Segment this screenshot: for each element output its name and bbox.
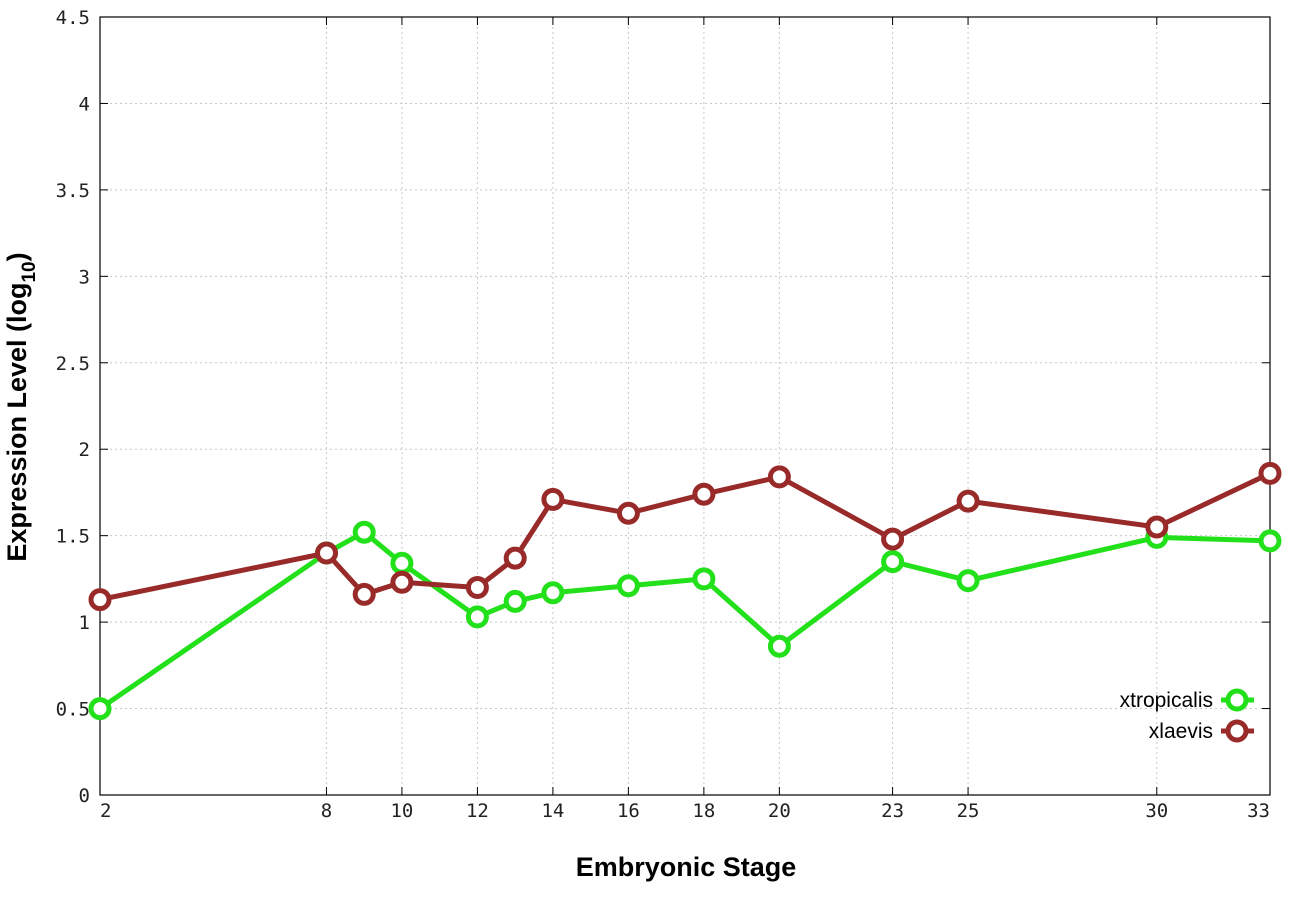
y-tick-label: 2 [79, 439, 90, 461]
legend: xtropicalis xlaevis [1120, 688, 1254, 743]
x-tick-label: 14 [541, 800, 564, 822]
x-tick-label: 12 [466, 800, 489, 822]
data-point-xtropicalis [503, 589, 527, 613]
data-point-xlaevis [881, 527, 905, 551]
x-tick-label: 18 [692, 800, 715, 822]
y-axis-title: Expression Level (log10) [2, 252, 40, 561]
series-xtropicalis [88, 520, 1282, 721]
data-point-xtropicalis [88, 697, 112, 721]
x-tick-label: 25 [957, 800, 980, 822]
y-tick-label: 4 [79, 93, 90, 115]
axis-ticks: 0 0.5 1 1.5 2 2.5 3 3.5 4 4.5 2 8 10 12 14 16 18 20 23 25 30… [56, 7, 1271, 822]
x-tick-label: 10 [390, 800, 413, 822]
data-point-xlaevis [390, 570, 414, 594]
x-axis-title: Embryonic Stage [576, 852, 797, 882]
grid-lines [100, 17, 1270, 795]
y-axis-title-close: ) [2, 252, 32, 261]
x-tick-label: 2 [100, 800, 111, 822]
data-point-xlaevis [503, 546, 527, 570]
y-tick-label: 3 [79, 266, 90, 288]
data-point-xlaevis [315, 541, 338, 565]
data-point-xlaevis [465, 576, 489, 599]
y-tick-label: 1 [79, 612, 90, 634]
x-tick-label: 30 [1145, 800, 1168, 822]
y-tick-label: 3.5 [56, 180, 90, 202]
data-point-xlaevis [88, 588, 112, 612]
legend-label: xtropicalis [1120, 689, 1213, 712]
data-point-xlaevis [1258, 461, 1282, 485]
x-tick-label: 23 [881, 800, 904, 822]
y-tick-label: 0 [79, 785, 90, 807]
data-point-xlaevis [767, 465, 791, 489]
x-tick-label: 20 [768, 800, 791, 822]
series-line-xtropicalis [97, 529, 1273, 712]
legend-entry-xtropicalis: xtropicalis [1120, 688, 1254, 712]
data-point-xtropicalis [881, 550, 905, 574]
data-point-xlaevis [692, 482, 716, 506]
data-point-xtropicalis [390, 551, 414, 575]
x-tick-label: 16 [617, 800, 640, 822]
data-point-xtropicalis [956, 569, 980, 593]
data-point-xlaevis [1145, 515, 1169, 539]
y-tick-label: 1.5 [56, 526, 90, 548]
plot-frame [99, 16, 1271, 796]
data-point-xlaevis [541, 487, 565, 511]
data-point-xtropicalis [465, 605, 489, 629]
legend-entry-xlaevis: xlaevis [1149, 719, 1254, 743]
data-point-xtropicalis [352, 520, 376, 544]
data-point-xtropicalis [1258, 529, 1282, 553]
data-point-xtropicalis [616, 574, 640, 598]
y-axis-title-subscript: 10 [19, 261, 40, 282]
y-tick-label: 0.5 [56, 699, 90, 721]
x-tick-label: 33 [1247, 800, 1270, 822]
x-tick-label: 8 [321, 800, 332, 822]
data-series [88, 461, 1282, 721]
y-tick-label: 4.5 [56, 7, 90, 29]
data-point-xlaevis [352, 582, 376, 606]
legend-marker-swatch [1225, 719, 1249, 743]
series-xlaevis [88, 461, 1282, 612]
data-point-xtropicalis [692, 567, 716, 591]
legend-marker-swatch [1225, 688, 1249, 712]
y-axis-title-main: Expression Level (log [2, 283, 32, 562]
data-point-xtropicalis [767, 634, 791, 658]
legend-label: xlaevis [1149, 720, 1213, 743]
data-point-xlaevis [616, 501, 640, 525]
data-point-xtropicalis [541, 581, 565, 605]
y-tick-label: 2.5 [56, 353, 90, 375]
data-point-xlaevis [956, 489, 980, 513]
